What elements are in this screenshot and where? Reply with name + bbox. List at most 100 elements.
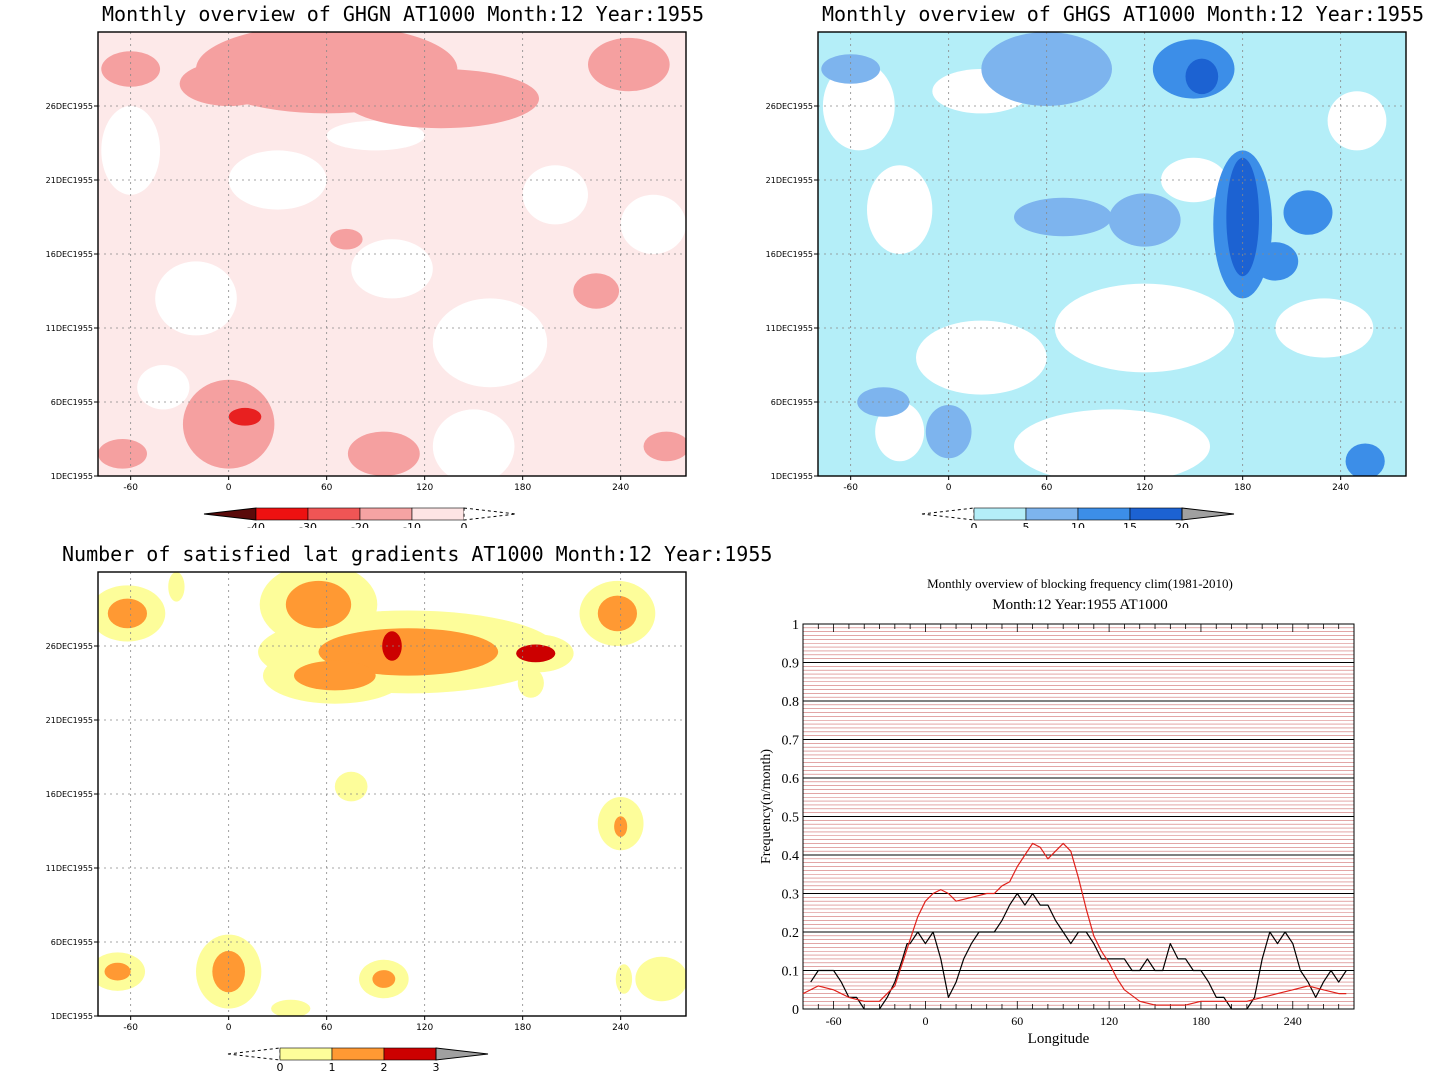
x-tick-label: 60 xyxy=(1011,1014,1023,1028)
y-tick-label: 26DEC1955 xyxy=(46,102,93,111)
contour-region xyxy=(98,439,147,469)
y-tick-label: 1DEC1955 xyxy=(51,1012,93,1021)
contour-patch xyxy=(1275,298,1374,358)
colorbar-box xyxy=(255,507,309,521)
contour-region xyxy=(179,61,278,106)
y-tick-label: 6DEC1955 xyxy=(51,398,93,407)
ghgs-map: -60 0 60 120 180 240 1DEC1955 6DEC1955 11DEC1955… xyxy=(766,31,1407,528)
x-tick-label: 180 xyxy=(514,1023,531,1033)
contour-region xyxy=(104,962,131,981)
contour-patch xyxy=(326,120,425,151)
colorbar-label: 2 xyxy=(381,1061,388,1074)
series-line-red xyxy=(802,842,1347,1006)
contour-region xyxy=(516,644,556,663)
colorbar-box xyxy=(279,1047,333,1061)
contour-region xyxy=(212,950,246,993)
x-tick-label: 60 xyxy=(1041,483,1053,493)
contour-region xyxy=(228,407,262,426)
y-tick-label: 0.2 xyxy=(782,926,800,941)
x-tick-label: -60 xyxy=(123,1023,138,1033)
y-tick-label: 6DEC1955 xyxy=(51,938,93,947)
colorbar-box xyxy=(973,507,1027,521)
y-tick-label: 16DEC1955 xyxy=(766,250,813,259)
contour-patch xyxy=(916,320,1047,395)
contour-patch xyxy=(432,298,548,388)
colorbar-label: 0 xyxy=(971,521,978,528)
contour-region xyxy=(1185,58,1219,95)
y-tick-label: 0.8 xyxy=(782,695,800,710)
colorbar-arrow-left xyxy=(203,507,257,521)
colorbar-label: 3 xyxy=(433,1061,440,1074)
x-tick-label: 0 xyxy=(226,483,232,493)
y-tick-label: 0.5 xyxy=(782,811,800,826)
panel-title-ghgs: Monthly overview of GHGS AT1000 Month:12… xyxy=(822,2,1425,26)
contour-region xyxy=(588,37,670,92)
contour-patch xyxy=(271,999,311,1016)
contour-patch xyxy=(875,402,925,462)
y-tick-label: 0.3 xyxy=(782,888,800,903)
contour-region xyxy=(573,273,620,309)
contour-patch xyxy=(432,409,515,476)
x-tick-label: 240 xyxy=(612,483,629,493)
colorbar-label: 0 xyxy=(277,1061,284,1074)
y-tick-label: 21DEC1955 xyxy=(46,716,93,725)
contour-region xyxy=(318,628,499,676)
y-tick-label: 21DEC1955 xyxy=(46,176,93,185)
contour-patch xyxy=(620,194,686,254)
y-tick-label: 26DEC1955 xyxy=(46,642,93,651)
x-axis-label: Longitude xyxy=(1028,1031,1090,1047)
contour-patch xyxy=(334,771,368,802)
contour-patch xyxy=(168,572,185,602)
y-tick-label: 26DEC1955 xyxy=(766,102,813,111)
colorbar-box xyxy=(1077,507,1131,521)
freq-subtitle: Month:12 Year:1955 AT1000 xyxy=(992,597,1168,613)
colorbar-label: -40 xyxy=(247,521,265,528)
contour-region xyxy=(1283,190,1333,235)
x-tick-label: -60 xyxy=(826,1014,842,1028)
contour-patch xyxy=(635,956,686,1002)
contour-region xyxy=(1252,242,1299,281)
ghgn-map: -60 0 60 120 180 240 1DEC1955 6DEC1955 11DEC1955… xyxy=(46,31,687,528)
x-tick-label: -60 xyxy=(843,483,858,493)
contour-region xyxy=(372,970,396,988)
x-tick-label: 180 xyxy=(514,483,531,493)
y-tick-label: 11DEC1955 xyxy=(46,324,93,333)
x-tick-label: 180 xyxy=(1192,1014,1210,1028)
colorbar-box xyxy=(1025,507,1079,521)
frequency-line-chart: 0 0.1 0.2 0.3 0.4 0.5 0.6 0.7 0.8 0.9 1 -60 0 60 120 18… xyxy=(759,618,1355,1047)
y-tick-label: 11DEC1955 xyxy=(766,324,813,333)
y-tick-label: 0.1 xyxy=(782,965,800,980)
contour-region xyxy=(294,660,376,691)
gradients-map: -60 0 60 120 180 2401DEC19556DEC195511DEC1955… xyxy=(46,571,687,1074)
contour-patch xyxy=(351,239,433,299)
contour-region xyxy=(1345,443,1385,476)
contour-region xyxy=(329,228,363,250)
y-tick-label: 0.7 xyxy=(782,734,800,749)
colorbar-box xyxy=(331,1047,385,1061)
colorbar-label: -30 xyxy=(299,521,317,528)
contour-region xyxy=(343,69,539,129)
x-tick-label: 240 xyxy=(1284,1014,1302,1028)
contour-layer xyxy=(98,572,686,1016)
colorbar-box xyxy=(307,507,361,521)
x-tick-label: 60 xyxy=(321,1023,333,1033)
x-tick-label: -60 xyxy=(123,483,138,493)
contour-patch xyxy=(517,668,544,698)
y-axis-label: Frequency(n/month) xyxy=(759,749,774,864)
colorbar-arrow-right xyxy=(435,1047,489,1061)
colorbar-box xyxy=(411,507,465,521)
colorbar-arrow-left xyxy=(921,507,975,521)
contour-patch xyxy=(137,365,190,410)
contour-region xyxy=(182,379,275,469)
contour-patch xyxy=(101,106,161,195)
x-tick-label: 0 xyxy=(922,1014,928,1028)
y-tick-label: 16DEC1955 xyxy=(46,790,93,799)
colorbar-label: 15 xyxy=(1123,521,1137,528)
colorbar-label: -20 xyxy=(351,521,369,528)
panel-title-ghgn: Monthly overview of GHGN AT1000 Month:12… xyxy=(102,2,705,26)
freq-title: Monthly overview of blocking frequency c… xyxy=(927,576,1233,591)
colorbar-label: 20 xyxy=(1175,521,1189,528)
panel-title-grad: Number of satisfied lat gradients AT1000… xyxy=(62,542,773,566)
contour-patch xyxy=(228,150,327,210)
contour-patch xyxy=(615,964,633,994)
